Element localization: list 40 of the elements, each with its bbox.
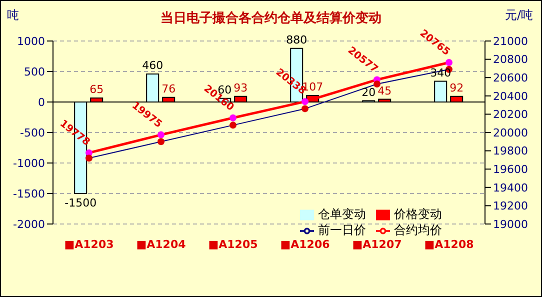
y-tick-label: -2000	[13, 218, 45, 231]
data-label: 880	[286, 33, 308, 46]
y-tick-label: 1000	[17, 34, 45, 48]
y2-tick-label: 19200	[493, 200, 528, 213]
data-label: 92	[450, 81, 464, 94]
data-label: 76	[162, 82, 176, 96]
y2-tick-label: 20400	[493, 90, 528, 103]
y2-tick-label: 19600	[493, 163, 528, 176]
x-tick-label: ■A1205	[208, 238, 258, 251]
y2-tick-label: 20200	[493, 108, 528, 122]
x-tick-label: ■A1203	[64, 238, 114, 251]
x-tick-label: ■A1206	[280, 238, 330, 251]
x-tick-label: ■A1204	[136, 238, 186, 251]
data-label: 93	[234, 81, 248, 94]
data-label: 45	[378, 84, 392, 98]
y-axis-title: 吨	[7, 7, 19, 24]
y2-tick-label: 19000	[493, 218, 528, 231]
y2-tick-label: 19400	[493, 181, 528, 194]
y2-tick-label: 19800	[493, 144, 528, 158]
legend-label: 合约均价	[394, 223, 442, 237]
y2-tick-label: 20800	[493, 53, 528, 66]
y-tick-label: -1000	[13, 156, 45, 170]
y-tick-label: -500	[20, 126, 45, 140]
legend-label: 价格变动	[394, 207, 442, 221]
y2-axis-title: 元/吨	[504, 7, 533, 24]
y2-tick-label: 20600	[493, 72, 528, 85]
legend-label: 前一日价	[318, 223, 366, 237]
y-tick-label: 0	[38, 96, 45, 109]
x-tick-label: ■A1207	[352, 238, 402, 251]
data-label: 65	[90, 83, 104, 96]
data-label: -1500	[64, 196, 97, 210]
chart-title: 当日电子撮合各合约仓单及结算价变动	[160, 11, 382, 26]
y-tick-label: -1500	[13, 187, 45, 200]
data-label: 460	[142, 58, 164, 72]
legend-label: 仓单变动	[318, 207, 366, 221]
data-label: 20	[362, 86, 376, 99]
y-tick-label: 500	[24, 65, 45, 78]
y2-tick-label: 20000	[493, 126, 528, 140]
x-tick-label: ■A1208	[424, 238, 474, 251]
y2-tick-label: 21000	[493, 34, 528, 48]
